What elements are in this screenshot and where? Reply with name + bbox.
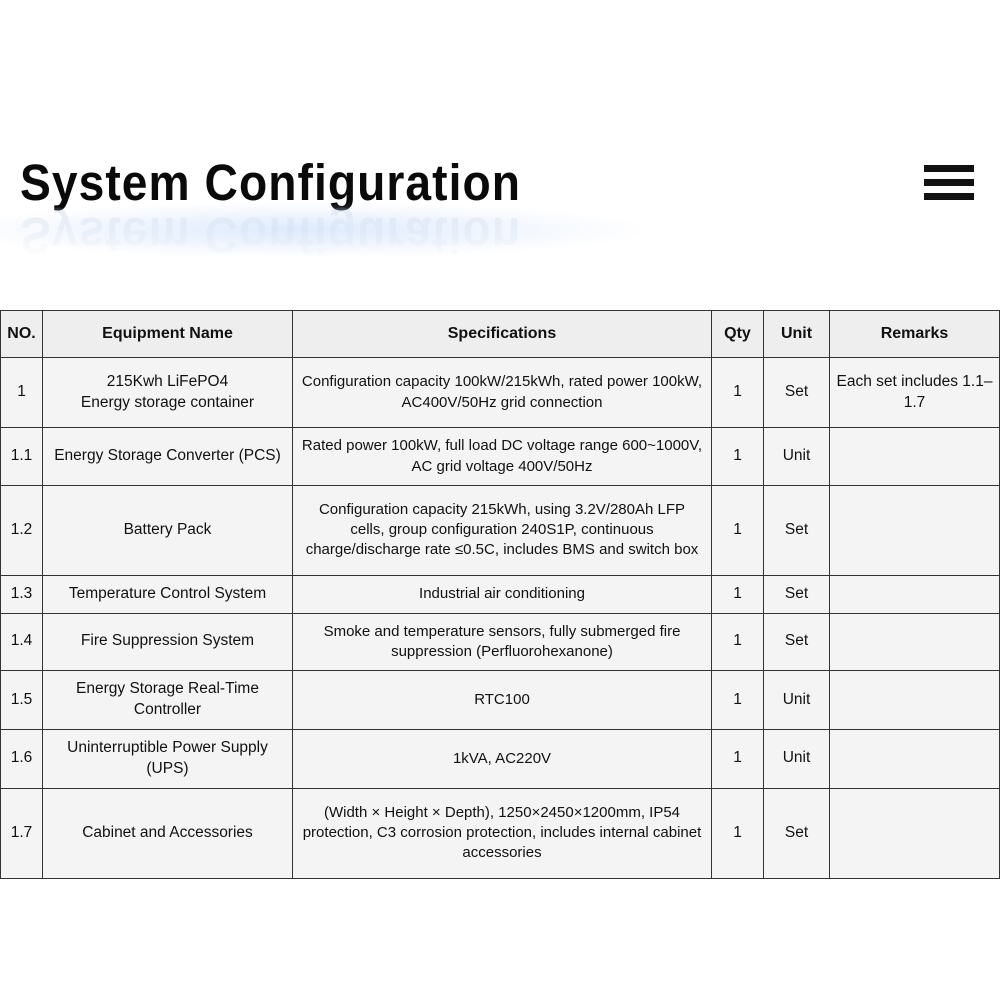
qty-cell: 1: [712, 357, 764, 428]
qty-cell: 1: [712, 485, 764, 575]
no-cell: 1.7: [1, 788, 43, 878]
config-table-wrap: NO. Equipment Name Specifications Qty Un…: [0, 310, 1000, 879]
remarks-cell: [830, 671, 1000, 730]
table-header-row: NO. Equipment Name Specifications Qty Un…: [1, 311, 1000, 358]
config-table: NO. Equipment Name Specifications Qty Un…: [0, 310, 1000, 879]
col-header-name: Equipment Name: [43, 311, 293, 358]
spec-cell: Configuration capacity 100kW/215kWh, rat…: [293, 357, 712, 428]
table-row: 1.2Battery PackConfiguration capacity 21…: [1, 485, 1000, 575]
remarks-cell: Each set includes 1.1–1.7: [830, 357, 1000, 428]
unit-cell: Unit: [764, 671, 830, 730]
unit-cell: Unit: [764, 428, 830, 486]
col-header-no: NO.: [1, 311, 43, 358]
name-cell: Temperature Control System: [43, 575, 293, 613]
col-header-spec: Specifications: [293, 311, 712, 358]
menu-icon[interactable]: [924, 165, 974, 200]
remarks-cell: [830, 613, 1000, 671]
header: System Configuration System Configuratio…: [0, 0, 1000, 205]
name-cell: 215Kwh LiFePO4Energy storage container: [43, 357, 293, 428]
name-cell: Battery Pack: [43, 485, 293, 575]
qty-cell: 1: [712, 729, 764, 788]
name-cell: Energy Storage Converter (PCS): [43, 428, 293, 486]
unit-cell: Set: [764, 575, 830, 613]
unit-cell: Set: [764, 485, 830, 575]
qty-cell: 1: [712, 428, 764, 486]
unit-cell: Set: [764, 613, 830, 671]
spec-cell: Smoke and temperature sensors, fully sub…: [293, 613, 712, 671]
spec-cell: RTC100: [293, 671, 712, 730]
no-cell: 1.1: [1, 428, 43, 486]
qty-cell: 1: [712, 671, 764, 730]
spec-cell: Rated power 100kW, full load DC voltage …: [293, 428, 712, 486]
no-cell: 1.4: [1, 613, 43, 671]
page-title: System Configuration: [20, 155, 521, 213]
name-cell: Energy Storage Real-Time Controller: [43, 671, 293, 730]
table-row: 1.5Energy Storage Real-Time ControllerRT…: [1, 671, 1000, 730]
table-row: 1.1Energy Storage Converter (PCS)Rated p…: [1, 428, 1000, 486]
no-cell: 1.3: [1, 575, 43, 613]
no-cell: 1.5: [1, 671, 43, 730]
unit-cell: Unit: [764, 729, 830, 788]
no-cell: 1: [1, 357, 43, 428]
col-header-rem: Remarks: [830, 311, 1000, 358]
table-row: 1.3Temperature Control SystemIndustrial …: [1, 575, 1000, 613]
spec-cell: Industrial air conditioning: [293, 575, 712, 613]
col-header-unit: Unit: [764, 311, 830, 358]
remarks-cell: [830, 485, 1000, 575]
remarks-cell: [830, 575, 1000, 613]
table-row: 1.4Fire Suppression SystemSmoke and temp…: [1, 613, 1000, 671]
remarks-cell: [830, 729, 1000, 788]
name-cell: Uninterruptible Power Supply (UPS): [43, 729, 293, 788]
name-cell: Fire Suppression System: [43, 613, 293, 671]
page-title-reflection: System Configuration: [20, 206, 521, 264]
no-cell: 1.6: [1, 729, 43, 788]
qty-cell: 1: [712, 575, 764, 613]
title-wrap: System Configuration System Configuratio…: [20, 155, 497, 205]
qty-cell: 1: [712, 613, 764, 671]
remarks-cell: [830, 788, 1000, 878]
table-row: 1215Kwh LiFePO4Energy storage containerC…: [1, 357, 1000, 428]
spec-cell: (Width × Height × Depth), 1250×2450×1200…: [293, 788, 712, 878]
unit-cell: Set: [764, 357, 830, 428]
remarks-cell: [830, 428, 1000, 486]
name-cell: Cabinet and Accessories: [43, 788, 293, 878]
qty-cell: 1: [712, 788, 764, 878]
unit-cell: Set: [764, 788, 830, 878]
spec-cell: 1kVA, AC220V: [293, 729, 712, 788]
col-header-qty: Qty: [712, 311, 764, 358]
table-row: 1.6Uninterruptible Power Supply (UPS)1kV…: [1, 729, 1000, 788]
table-row: 1.7Cabinet and Accessories(Width × Heigh…: [1, 788, 1000, 878]
spec-cell: Configuration capacity 215kWh, using 3.2…: [293, 485, 712, 575]
no-cell: 1.2: [1, 485, 43, 575]
